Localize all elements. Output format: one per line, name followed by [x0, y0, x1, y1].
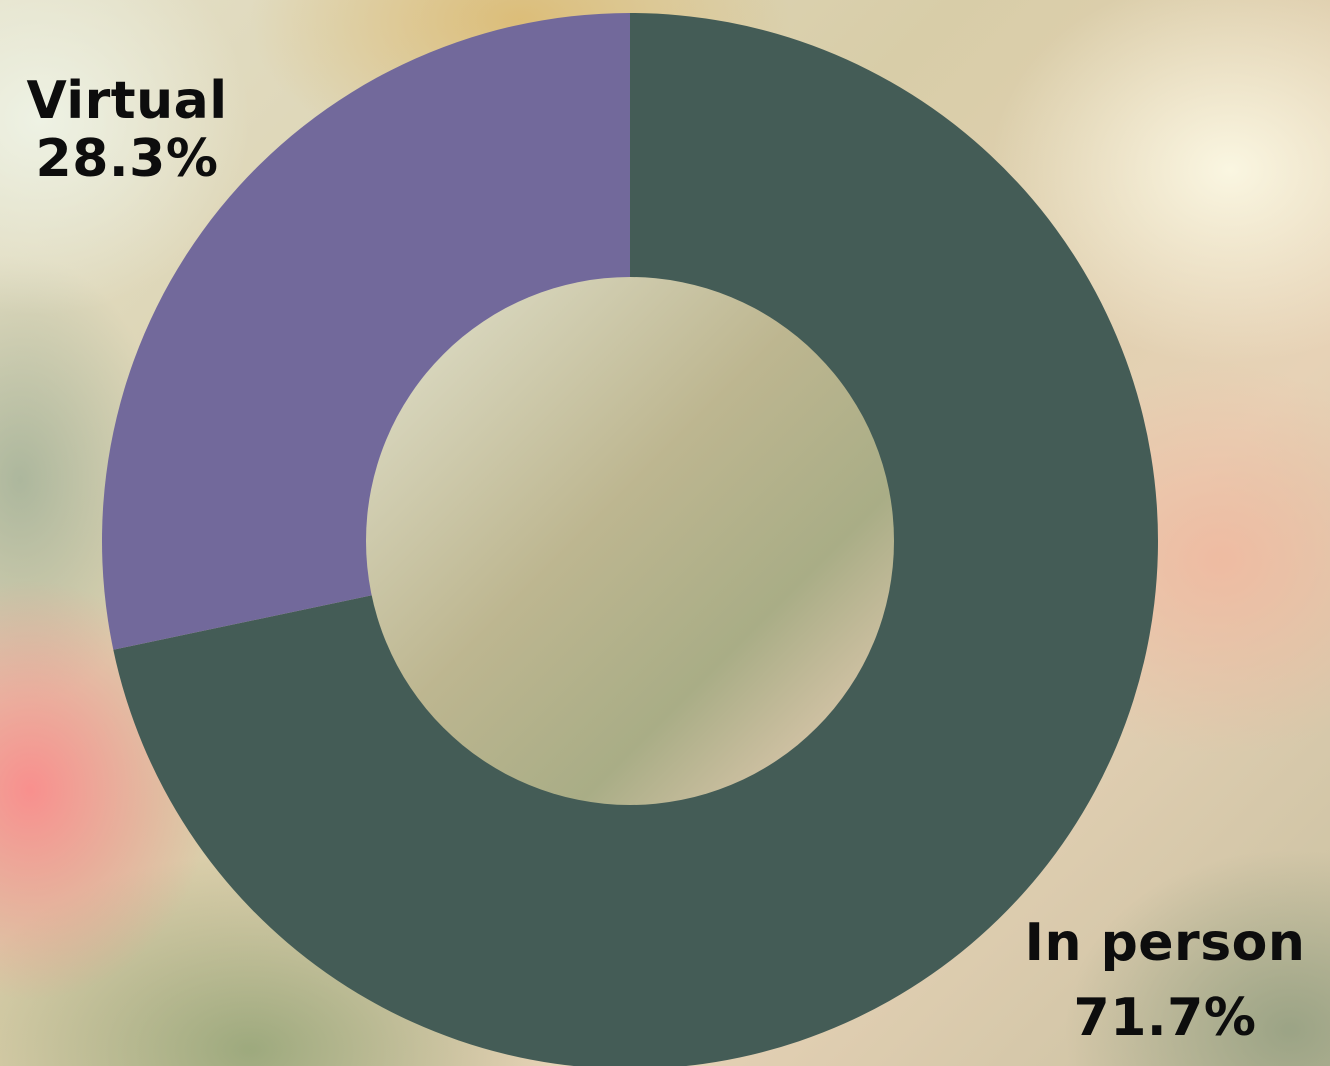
slice-label-in-person: In person 71.7%	[1020, 906, 1310, 1057]
donut-hole	[366, 277, 894, 805]
slice-name-in-person: In person	[1024, 913, 1306, 973]
slice-value-virtual: 28.3%	[35, 129, 219, 190]
slice-name-virtual: Virtual	[26, 71, 228, 131]
slice-value-in-person: 71.7%	[1073, 988, 1257, 1049]
slice-label-virtual: Virtual 28.3%	[22, 71, 232, 190]
